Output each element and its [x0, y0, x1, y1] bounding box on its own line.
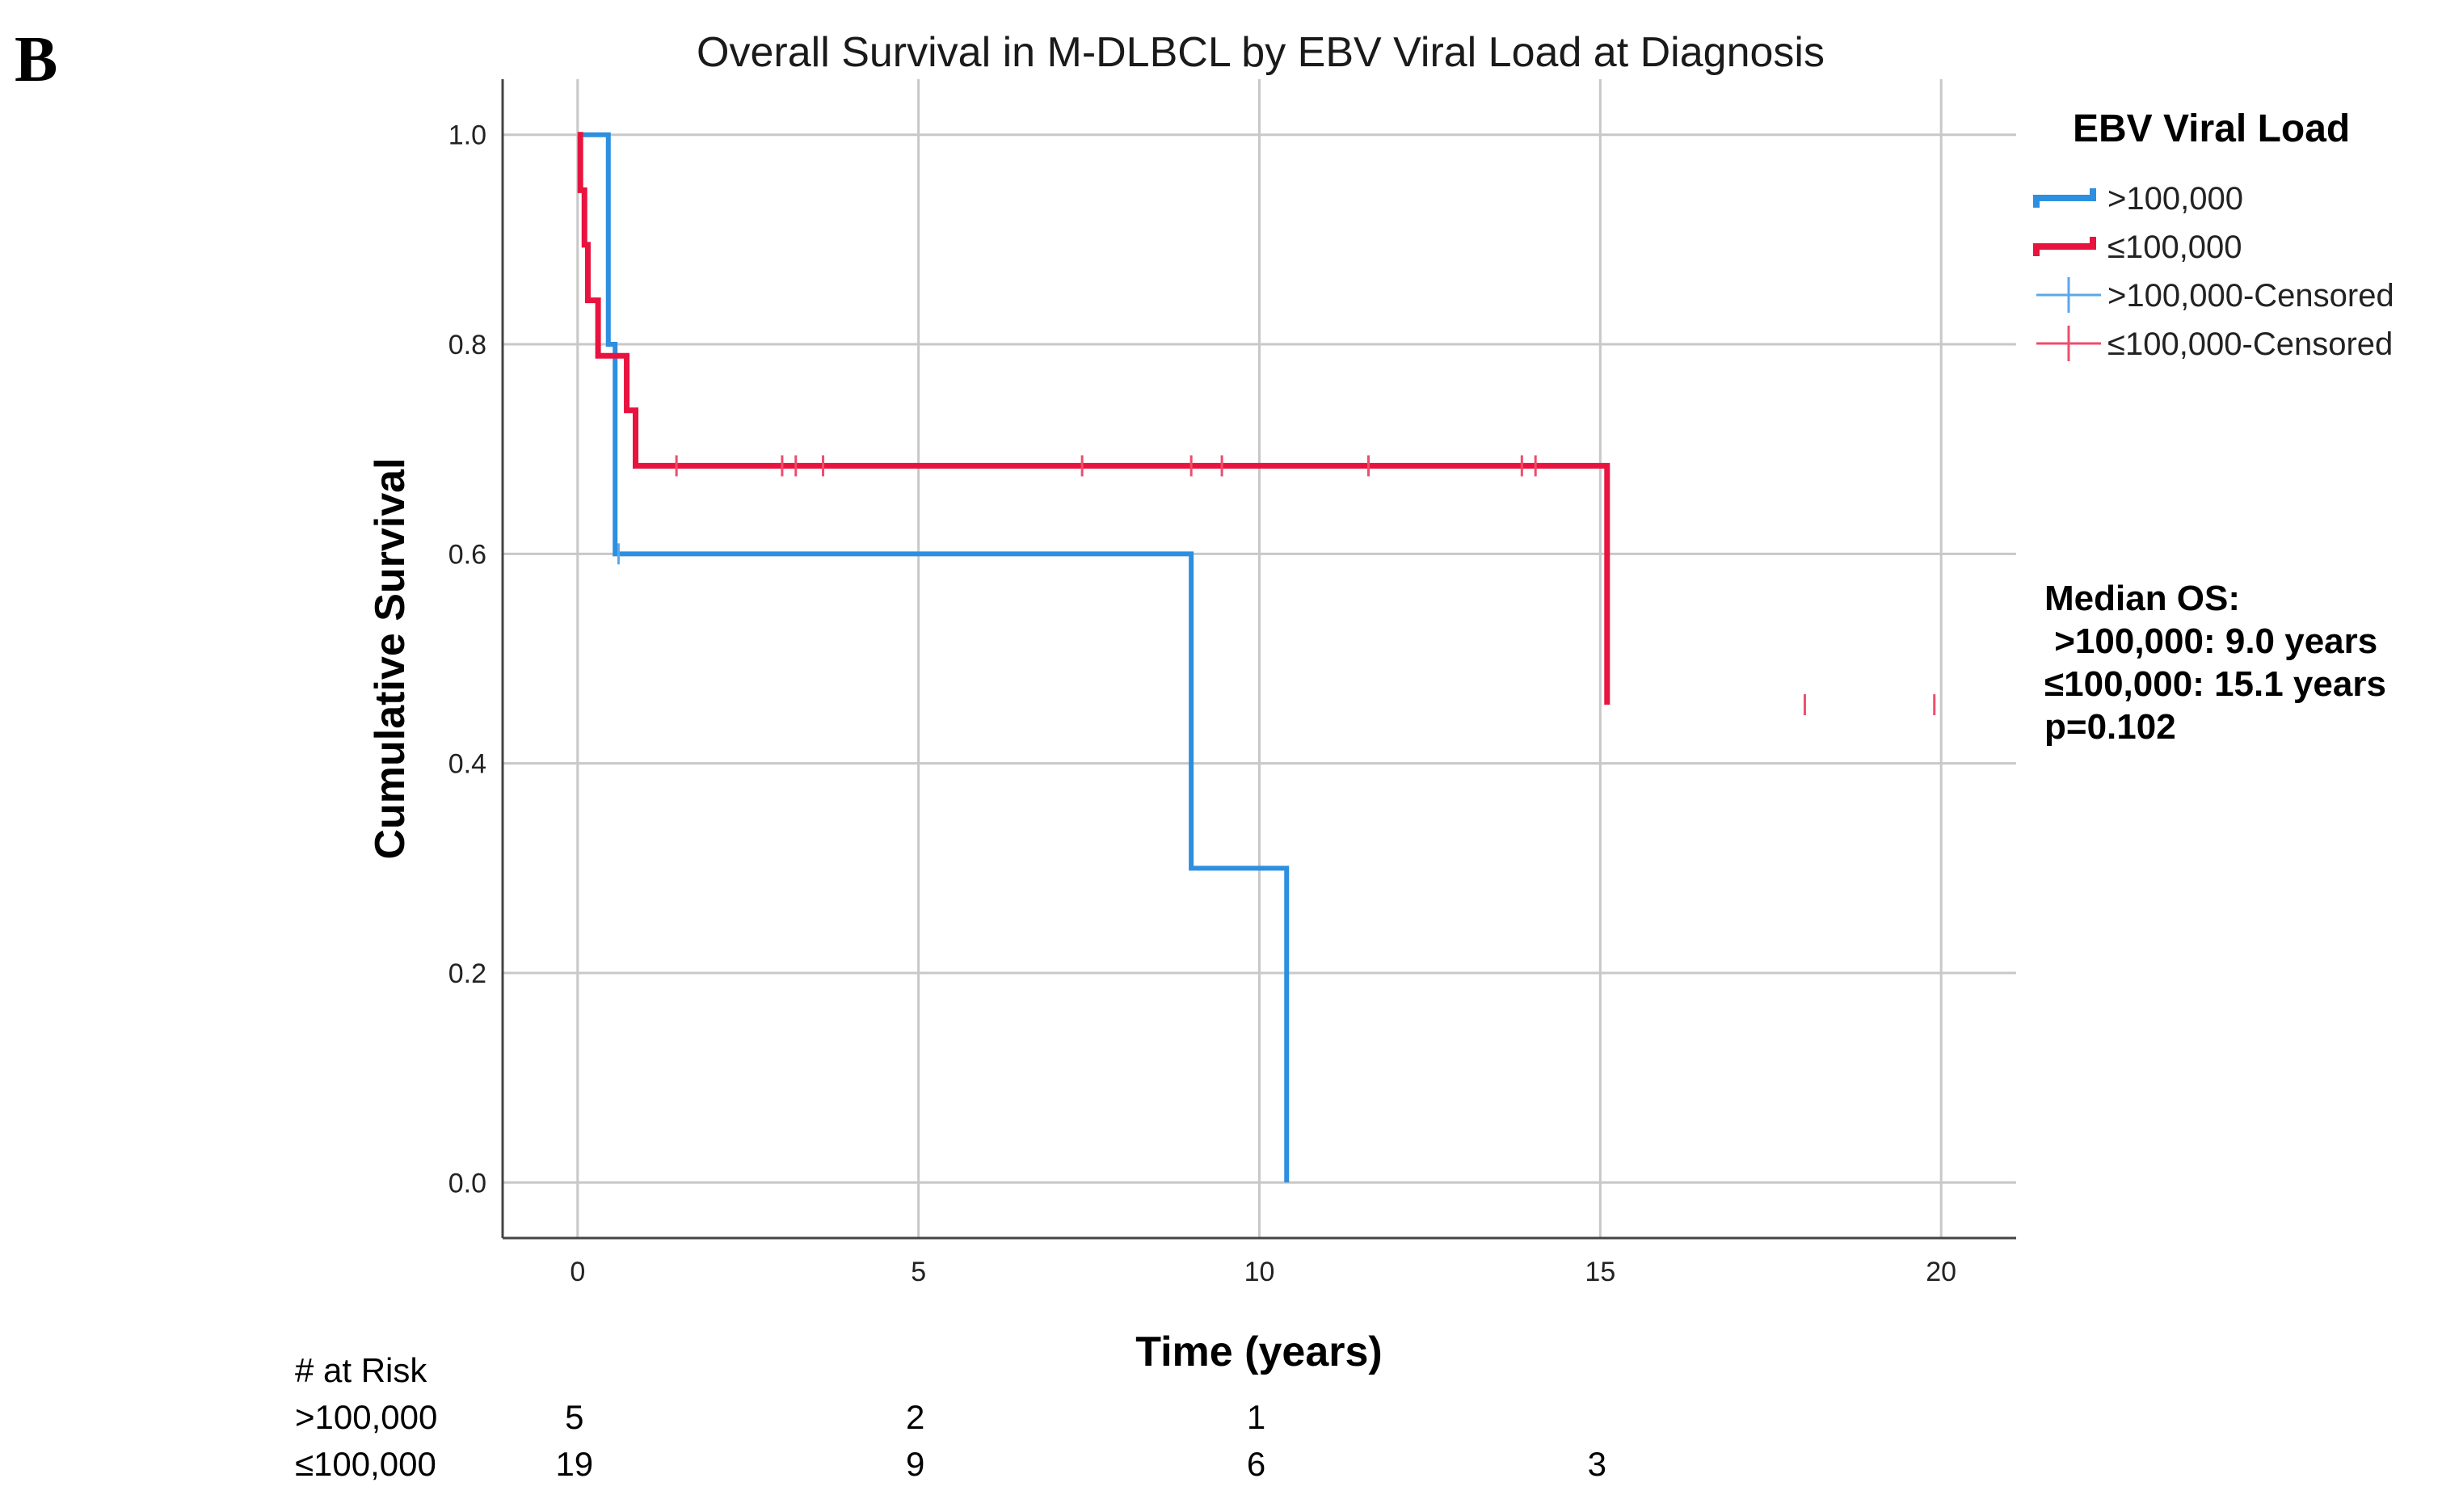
legend-label: ≤100,000-Censored [2107, 326, 2393, 362]
survival-curves [577, 132, 1610, 1183]
at-risk-row-label: >100,000 [295, 1398, 437, 1436]
legend-label: ≤100,000 [2107, 230, 2242, 265]
legend-label: >100,000 [2107, 181, 2243, 217]
censor-marks [617, 455, 1936, 716]
at-risk-count: 6 [1247, 1445, 1265, 1483]
legend-title: EBV Viral Load [2073, 107, 2350, 150]
y-axis-label: Cumulative Survival [367, 457, 414, 859]
y-tick-label: 0.2 [448, 958, 486, 989]
at-risk-count: 2 [906, 1398, 924, 1436]
tick-labels: 0 5 10 15 20 0.0 0.2 0.4 0.6 0.8 1.0 [448, 120, 1956, 1287]
survival-curve-high [577, 132, 1290, 1183]
at-risk-count: 19 [555, 1445, 593, 1483]
chart-title: Overall Survival in M-DLBCL by EBV Viral… [697, 29, 1825, 76]
legend-item: ≤100,000-Censored [2036, 326, 2393, 362]
legend-item: ≤100,000 [2033, 230, 2242, 265]
at-risk-count: 1 [1247, 1398, 1265, 1436]
x-tick-label: 15 [1585, 1257, 1615, 1287]
y-tick-label: 0.0 [448, 1168, 486, 1198]
axes [501, 79, 2016, 1240]
at-risk-count: 9 [906, 1445, 924, 1483]
y-tick-label: 0.4 [448, 749, 486, 780]
grid-lines [503, 79, 2016, 1238]
legend-item: >100,000 [2033, 181, 2243, 217]
legend: EBV Viral Load >100,000 ≤100,000 >100,000-… [2033, 107, 2394, 362]
median-os-annotation: Median OS: >100,000: 9.0 years≤100,000: … [2044, 579, 2386, 747]
x-tick-label: 5 [911, 1257, 926, 1287]
annotation-line: Median OS: [2044, 579, 2240, 618]
legend-swatch [2033, 188, 2096, 208]
x-tick-label: 20 [1926, 1257, 1956, 1287]
annotation-line: >100,000: 9.0 years [2044, 621, 2377, 661]
y-tick-label: 0.8 [448, 330, 486, 360]
annotation-line: p=0.102 [2044, 707, 2176, 747]
survival-curve-low [577, 132, 1610, 705]
at-risk-title: # at Risk [295, 1351, 427, 1389]
panel-label: B [15, 24, 57, 95]
legend-swatch [2033, 237, 2096, 256]
at-risk-count: 3 [1588, 1445, 1606, 1483]
annotation-line: ≤100,000: 15.1 years [2044, 664, 2386, 704]
legend-label: >100,000-Censored [2107, 278, 2394, 314]
at-risk-table: # at Risk >100,000 5 2 1 ≤100,000 19 9 6 3 [295, 1351, 1606, 1483]
x-tick-label: 10 [1244, 1257, 1275, 1287]
x-tick-label: 0 [570, 1257, 585, 1287]
at-risk-row-label: ≤100,000 [295, 1445, 436, 1483]
x-axis-label: Time (years) [1135, 1329, 1382, 1375]
y-tick-label: 0.6 [448, 539, 486, 570]
legend-item: >100,000-Censored [2036, 277, 2394, 314]
at-risk-count: 5 [565, 1398, 583, 1436]
y-tick-label: 1.0 [448, 120, 486, 151]
